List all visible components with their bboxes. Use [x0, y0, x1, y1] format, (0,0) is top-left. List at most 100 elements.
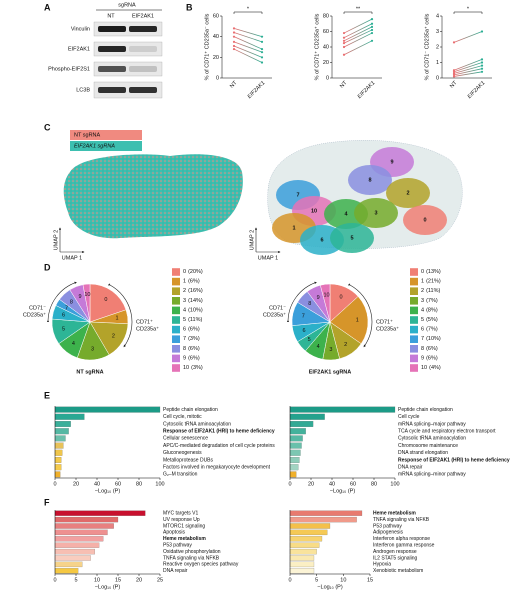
series-line — [343, 18, 373, 34]
legend-bg — [70, 130, 142, 140]
umap-cluster — [386, 178, 430, 208]
bar-label: Metalloprotease DUBs — [163, 457, 214, 463]
panel-label: C — [44, 122, 51, 132]
blot-row-label: LC3B — [76, 87, 90, 93]
x-tick-label: 15 — [367, 577, 373, 583]
annotation-arc — [107, 283, 133, 348]
annotation-arc — [286, 281, 317, 323]
cluster-label: 4 — [344, 211, 348, 217]
x-tick-label: 100 — [390, 481, 399, 487]
annotation: CD71⁻ — [269, 305, 286, 311]
panel-label: F — [44, 497, 50, 507]
legend-category: 4 — [421, 308, 424, 314]
blot-band — [129, 46, 157, 52]
y-tick-label: 3 — [436, 29, 439, 35]
y-axis-label: % of CD71⁺ CD235a⁻ cells — [203, 13, 210, 80]
data-point — [260, 61, 264, 64]
series-line — [233, 48, 263, 63]
legend-category: 4 — [183, 308, 186, 314]
data-point — [370, 28, 374, 32]
data-point — [452, 72, 456, 75]
bar-label: mRNA splicing–major pathway — [398, 421, 466, 427]
data-point — [480, 58, 484, 61]
bar — [54, 457, 62, 463]
x-tick-label: 0 — [53, 577, 56, 583]
data-point — [370, 25, 374, 28]
data-point — [260, 51, 264, 54]
slice-label: 4 — [72, 341, 75, 347]
legend-value-label: (11%) — [188, 317, 202, 323]
y-tick-label: 40 — [213, 34, 219, 40]
blot-row-label: Vinculin — [71, 26, 90, 32]
legend-value-label: (14%) — [188, 298, 203, 304]
legend-entry: 5 (11%) — [183, 317, 202, 323]
legend-category: 0 — [183, 269, 186, 275]
legend-value-label: (3%) — [191, 365, 203, 371]
legend-value-label: (7%) — [426, 298, 438, 304]
bar — [54, 561, 83, 568]
pie-title: EIF2AK1 sgRNA — [309, 369, 352, 375]
series-line — [453, 65, 483, 74]
significance-label: * — [247, 6, 250, 12]
umap-cluster — [354, 198, 398, 228]
series-line — [453, 71, 483, 77]
bar — [289, 471, 297, 478]
x-axis-label: −Log₁₀ (P) — [317, 584, 343, 590]
legend-entry: 0 (20%) — [183, 269, 203, 275]
slice-label: 7 — [65, 305, 68, 311]
pie-slice — [320, 283, 331, 323]
legend-category: 1 — [183, 279, 186, 285]
legend-value-label: (5%) — [426, 317, 438, 323]
slice-label: 6 — [303, 328, 306, 334]
legend-value-label: (21%) — [426, 279, 441, 285]
bar-label: MYC targets V1 — [163, 511, 199, 517]
data-point — [342, 31, 346, 35]
legend-entry: 6 (7%) — [421, 327, 438, 333]
blot-band — [98, 87, 126, 93]
slice-label: 9 — [78, 294, 81, 300]
bar — [289, 548, 317, 555]
series-line — [343, 40, 373, 56]
legend-category: 3 — [183, 298, 186, 304]
bar-label: Adipogenesis — [373, 530, 404, 536]
x-tick-label: 25 — [157, 577, 163, 583]
x-tick-label: 0 — [288, 481, 291, 487]
umap-axis-label: UMAP 2 — [53, 230, 59, 250]
data-point — [370, 22, 374, 25]
bar — [54, 510, 146, 516]
blot-panel — [93, 41, 163, 57]
umap-cloud — [63, 154, 243, 239]
x-tick-label: 20 — [73, 481, 79, 487]
y-tick-label: 1 — [436, 60, 439, 66]
x-tick-label: 10 — [94, 577, 100, 583]
x-tick-label: 40 — [94, 481, 100, 487]
legend-value-label: (13%) — [426, 269, 441, 275]
bar — [54, 516, 119, 523]
bar — [54, 542, 100, 548]
bar — [54, 529, 108, 536]
data-point — [232, 47, 236, 51]
legend-category: 2 — [421, 289, 424, 295]
annotation: CD71⁻ — [29, 305, 46, 311]
slice-label: 10 — [323, 292, 329, 298]
x-tick-label: 5 — [74, 577, 77, 583]
series-line — [343, 32, 373, 48]
series-line — [233, 28, 263, 38]
panel-label: A — [44, 2, 51, 12]
legend-bg — [70, 141, 142, 151]
x-tick-label: 0 — [53, 481, 56, 487]
bar-label: Interferon gamma response — [373, 543, 435, 549]
legend-swatch — [410, 297, 418, 305]
blot-band — [129, 66, 157, 72]
slice-label: 3 — [329, 347, 332, 353]
bar — [289, 542, 320, 548]
legend-swatch — [172, 287, 180, 295]
umap-cluster — [330, 223, 374, 253]
slice-label: 9 — [317, 295, 320, 301]
legend-swatch — [410, 306, 418, 315]
bar-label: Heme metabolism — [163, 536, 206, 542]
bar — [54, 413, 85, 420]
x-tick-label: EIF2AK1 — [247, 80, 267, 100]
legend-category: 10 — [183, 365, 189, 371]
blot-band — [98, 66, 126, 72]
